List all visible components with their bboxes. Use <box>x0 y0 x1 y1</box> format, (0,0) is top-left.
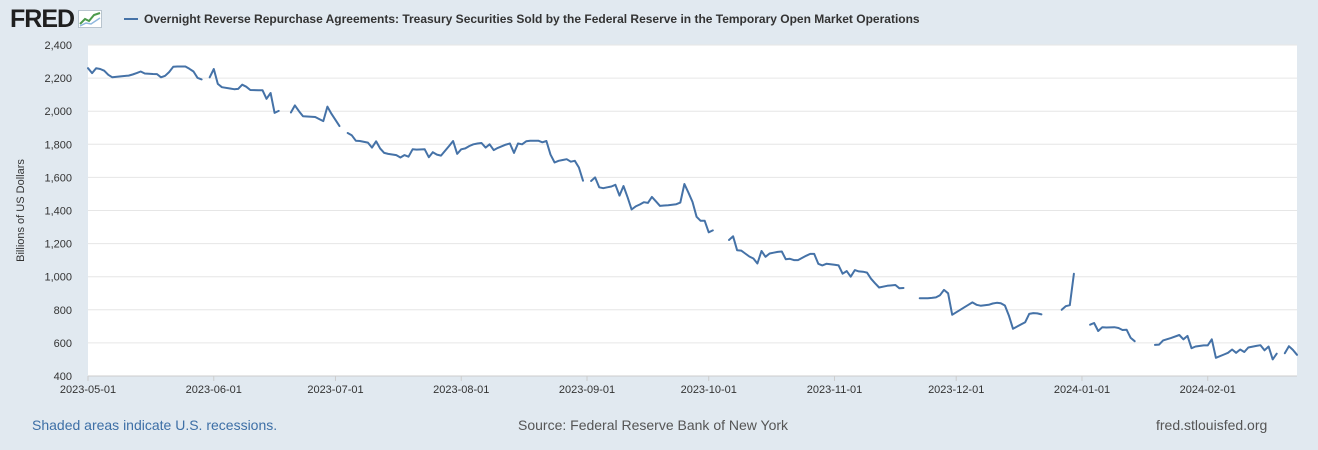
chart-legend: Overnight Reverse Repurchase Agreements:… <box>124 12 920 26</box>
y-tick-label: 2,200 <box>44 73 72 85</box>
source-note: Source: Federal Reserve Bank of New York <box>518 417 789 433</box>
x-tick-label: 2023-07-01 <box>307 384 363 396</box>
x-tick-label: 2023-06-01 <box>186 384 242 396</box>
series-line-segment <box>590 176 714 234</box>
y-tick-label: 1,800 <box>44 139 72 151</box>
x-tick-label: 2023-12-01 <box>928 384 984 396</box>
x-tick-label: 2023-09-01 <box>559 384 615 396</box>
series-line-segment <box>728 235 905 290</box>
y-tick-label: 1,200 <box>44 239 72 251</box>
series-line-segment <box>87 65 203 81</box>
x-tick-label: 2023-08-01 <box>433 384 489 396</box>
series-line-segment <box>346 132 584 182</box>
series-line-segment <box>1060 272 1075 311</box>
legend-series-label: Overnight Reverse Repurchase Agreements:… <box>144 12 920 26</box>
trend-chart-icon <box>78 10 103 28</box>
y-tick-label: 800 <box>54 305 72 317</box>
y-tick-label: 2,000 <box>44 106 72 118</box>
x-tick-label: 2024-02-01 <box>1180 384 1236 396</box>
y-axis-title: Billions of US Dollars <box>15 159 27 262</box>
y-tick-label: 1,600 <box>44 172 72 184</box>
x-tick-label: 2023-05-01 <box>60 384 116 396</box>
series-line-segment <box>208 68 280 114</box>
x-tick-label: 2024-01-01 <box>1054 384 1110 396</box>
x-tick-label: 2023-11-01 <box>807 384 862 396</box>
series-line-segment <box>1089 322 1136 343</box>
recession-note-link[interactable]: Shaded areas indicate U.S. recessions. <box>32 417 278 433</box>
x-tick-label: 2023-10-01 <box>681 384 737 396</box>
site-link[interactable]: fred.stlouisfed.org <box>1156 417 1268 433</box>
x-axis: 2023-05-01 2023-06-01 2023-07-01 2023-08-01… <box>60 375 1297 396</box>
series-line-segment <box>1154 334 1278 361</box>
legend-swatch <box>124 18 138 20</box>
y-axis: 400 600 800 1,000 1,200 1,400 1,600 1,800 2,000 2… <box>44 40 72 383</box>
y-tick-label: 2,400 <box>44 40 72 52</box>
fred-wordmark: FRED <box>10 5 75 33</box>
y-tick-label: 1,400 <box>44 206 72 218</box>
y-tick-label: 600 <box>54 338 72 350</box>
series-line-segment <box>918 288 1043 330</box>
y-tick-label: 400 <box>54 371 72 383</box>
series-line-segment <box>1283 345 1298 356</box>
series-line-segment <box>289 104 341 128</box>
data-series <box>87 65 1298 361</box>
fred-logo[interactable]: FRED <box>10 5 103 33</box>
y-tick-label: 1,000 <box>44 272 72 284</box>
